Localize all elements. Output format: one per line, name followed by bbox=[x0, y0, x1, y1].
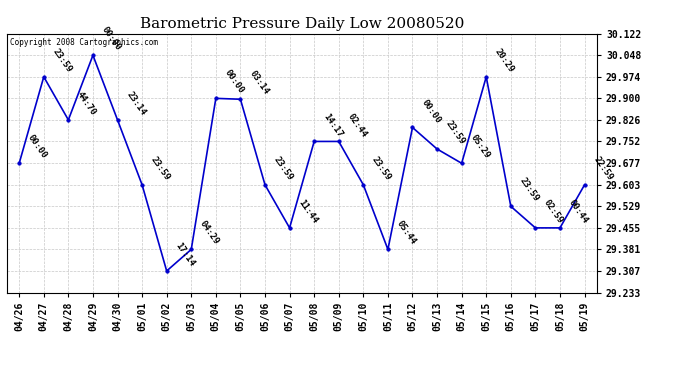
Text: 11:44: 11:44 bbox=[297, 198, 319, 225]
Text: 23:59: 23:59 bbox=[272, 155, 295, 182]
Text: 23:14: 23:14 bbox=[124, 90, 147, 117]
Text: 02:59: 02:59 bbox=[542, 198, 565, 225]
Text: 23:59: 23:59 bbox=[371, 155, 393, 182]
Text: 23:59: 23:59 bbox=[444, 119, 467, 146]
Text: 02:44: 02:44 bbox=[346, 111, 368, 139]
Text: 03:14: 03:14 bbox=[248, 69, 270, 96]
Text: 00:00: 00:00 bbox=[223, 68, 246, 96]
Text: 14:17: 14:17 bbox=[321, 111, 344, 139]
Text: 05:44: 05:44 bbox=[395, 219, 417, 247]
Text: 00:44: 00:44 bbox=[567, 198, 590, 225]
Text: 04:29: 04:29 bbox=[198, 219, 221, 247]
Text: 20:29: 20:29 bbox=[493, 47, 516, 74]
Text: 00:00: 00:00 bbox=[26, 134, 49, 160]
Text: 23:59: 23:59 bbox=[51, 47, 74, 74]
Text: 23:59: 23:59 bbox=[518, 176, 540, 204]
Text: 00:00: 00:00 bbox=[420, 98, 442, 125]
Text: 05:29: 05:29 bbox=[469, 134, 491, 160]
Text: 22:59: 22:59 bbox=[591, 155, 614, 182]
Text: Copyright 2008 Cartographics.com: Copyright 2008 Cartographics.com bbox=[10, 38, 158, 46]
Text: 44:70: 44:70 bbox=[75, 90, 98, 117]
Text: 00:00: 00:00 bbox=[100, 26, 123, 53]
Title: Barometric Pressure Daily Low 20080520: Barometric Pressure Daily Low 20080520 bbox=[139, 17, 464, 31]
Text: 23:59: 23:59 bbox=[149, 155, 172, 182]
Text: 17:14: 17:14 bbox=[174, 241, 197, 268]
